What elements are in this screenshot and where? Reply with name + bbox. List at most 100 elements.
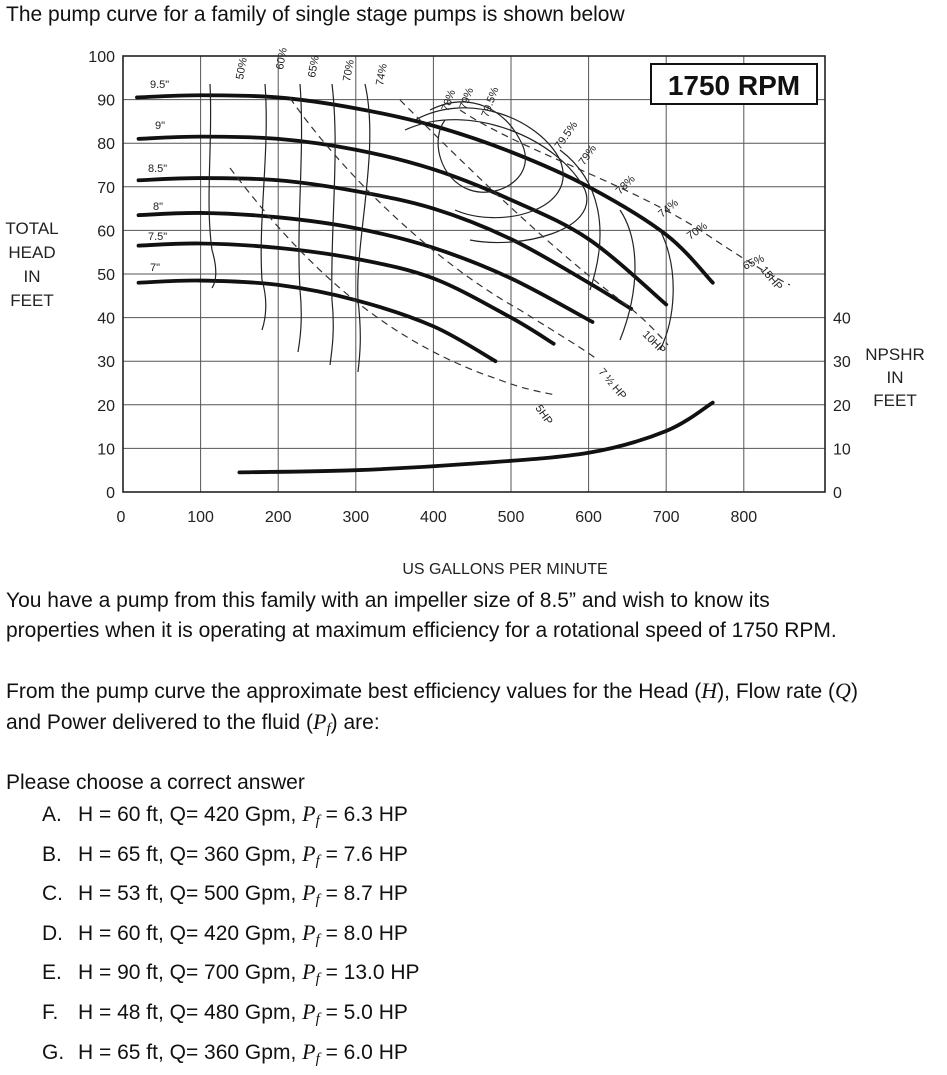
option-text: H = 90 ft, Q= 700 Gpm, [78, 961, 303, 985]
option-g[interactable]: G. H = 65 ft, Q= 360 Gpm, Pf = 6.0 HP [42, 1036, 420, 1075]
head-curve [136, 211, 595, 324]
y-tick-label: 40 [97, 311, 115, 328]
efficiency-label: 79.5% [553, 119, 581, 152]
head-curve [136, 241, 556, 346]
power-symbol: P [302, 998, 316, 1024]
power-subscript: f [315, 1010, 320, 1027]
y2-axis-label: NPSHR [865, 345, 925, 364]
efficiency-label: 74% [374, 63, 390, 87]
power-subscript: f [315, 892, 320, 909]
option-text: H = 65 ft, Q= 360 Gpm, [78, 1040, 303, 1064]
option-f[interactable]: F. H = 48 ft, Q= 480 Gpm, Pf = 5.0 HP [42, 996, 420, 1036]
impeller-size-label: 9.5" [150, 79, 169, 91]
power-symbol: P [302, 919, 316, 945]
power-symbol: P [302, 880, 316, 906]
power-line [459, 109, 791, 286]
x-tick-label: 400 [420, 509, 447, 526]
efficiency-label: 70% [341, 59, 357, 83]
option-power: = 13.0 HP [319, 961, 420, 985]
rpm-label: 1750 RPM [668, 70, 800, 101]
power-line [229, 167, 557, 396]
option-text: H = 60 ft, Q= 420 Gpm, [78, 921, 303, 945]
x-tick-label: 500 [498, 509, 525, 526]
option-d[interactable]: D. H = 60 ft, Q= 420 Gpm, Pf = 8.0 HP [42, 917, 420, 957]
y-axis-label: TOTAL [5, 219, 58, 238]
y2-axis-label: IN [887, 368, 904, 387]
y2-tick-label: 30 [833, 354, 851, 371]
option-power: = 5.0 HP [319, 1000, 408, 1024]
x-tick-label: 800 [730, 509, 757, 526]
efficiency-label: 79% [577, 143, 600, 168]
answer-prompt: Please choose a correct answer [6, 771, 305, 794]
y2-tick-label: 0 [833, 485, 842, 502]
pump-curve-chart: 0 100 200 300 400 500 600 700 800010203040506070… [5, 47, 924, 578]
impeller-size-label: 8" [153, 201, 163, 213]
y-tick-label: 90 [97, 93, 115, 110]
y-tick-label: 20 [97, 398, 115, 415]
efficiency-label: 65% [306, 55, 322, 79]
option-b[interactable]: B. H = 65 ft, Q= 360 Gpm, Pf = 7.6 HP [42, 838, 420, 878]
efficiency-line [414, 107, 564, 219]
head-symbol: H [701, 678, 718, 703]
y-axis-label: FEET [10, 291, 53, 310]
plot-frame [122, 55, 826, 493]
option-text: H = 48 ft, Q= 480 Gpm, [78, 1000, 303, 1024]
efficiency-line [659, 229, 674, 351]
efficiency-line [429, 101, 526, 193]
efficiency-line [404, 119, 588, 244]
y-tick-label: 80 [97, 136, 115, 153]
y-tick-label: 100 [88, 49, 115, 66]
option-a[interactable]: A. H = 60 ft, Q= 420 Gpm, Pf = 6.3 HP [42, 798, 420, 838]
y2-tick-label: 20 [833, 398, 851, 415]
question-intro: The pump curve for a family of single st… [6, 3, 625, 26]
option-power: = 6.0 HP [319, 1040, 408, 1064]
question-paragraph-1: You have a pump from this family with an… [6, 586, 837, 646]
option-letter: A. [42, 803, 62, 826]
impeller-size-label: 7" [150, 262, 160, 274]
option-text: H = 65 ft, Q= 360 Gpm, [78, 842, 303, 866]
power-subscript: f [315, 971, 320, 988]
question-paragraph-2: From the pump curve the approximate best… [6, 676, 858, 744]
p2-text-a: From the pump curve the approximate best… [6, 680, 702, 703]
impeller-size-label: 9" [155, 120, 165, 132]
flow-symbol: Q [835, 678, 851, 703]
power-subscript: f [315, 852, 320, 869]
y2-tick-label: 40 [833, 311, 851, 328]
efficiency-line [559, 149, 601, 291]
power-label: 15HP [758, 264, 785, 293]
efficiency-label: 60% [274, 47, 290, 71]
p2-text-d: and Power delivered to the fluid ( [6, 711, 314, 734]
efficiency-line [297, 83, 303, 353]
efficiency-line [357, 83, 371, 373]
npshr-curve [237, 400, 715, 475]
power-line [289, 97, 599, 361]
y-tick-label: 50 [97, 267, 115, 284]
power-symbol: P [302, 1038, 316, 1064]
x-tick-label: 0 [117, 509, 126, 526]
p2-line-2: and Power delivered to the fluid (Pf) ar… [6, 707, 858, 744]
chart-curves [135, 83, 791, 475]
impeller-size-label: 8.5" [148, 163, 167, 175]
option-letter: G. [42, 1040, 65, 1064]
option-letter: B. [42, 842, 62, 866]
efficiency-label: 78% [440, 88, 459, 113]
impeller-size-label: 7.5" [148, 231, 167, 243]
option-power: = 7.6 HP [319, 842, 408, 866]
y-tick-label: 30 [97, 354, 115, 371]
option-letter: C. [42, 882, 63, 906]
chart-labels: 0 100 200 300 400 500 600 700 800010203040506070… [5, 47, 924, 578]
option-power: = 8.0 HP [319, 921, 408, 945]
option-text: H = 53 ft, Q= 500 Gpm, [78, 882, 303, 906]
y-tick-label: 60 [97, 223, 115, 240]
head-curve [136, 278, 498, 364]
p2-line-1: From the pump curve the approximate best… [6, 676, 858, 707]
y2-axis-label: FEET [873, 391, 916, 410]
option-c[interactable]: C. H = 53 ft, Q= 500 Gpm, Pf = 8.7 HP [42, 877, 420, 917]
chart-axes [122, 55, 826, 493]
efficiency-label: 78% [614, 173, 638, 197]
y-axis-label: HEAD [8, 243, 55, 262]
x-tick-label: 200 [265, 509, 292, 526]
x-tick-label: 600 [575, 509, 602, 526]
head-curve [136, 134, 669, 307]
option-e[interactable]: E. H = 90 ft, Q= 700 Gpm, Pf = 13.0 HP [42, 956, 420, 996]
